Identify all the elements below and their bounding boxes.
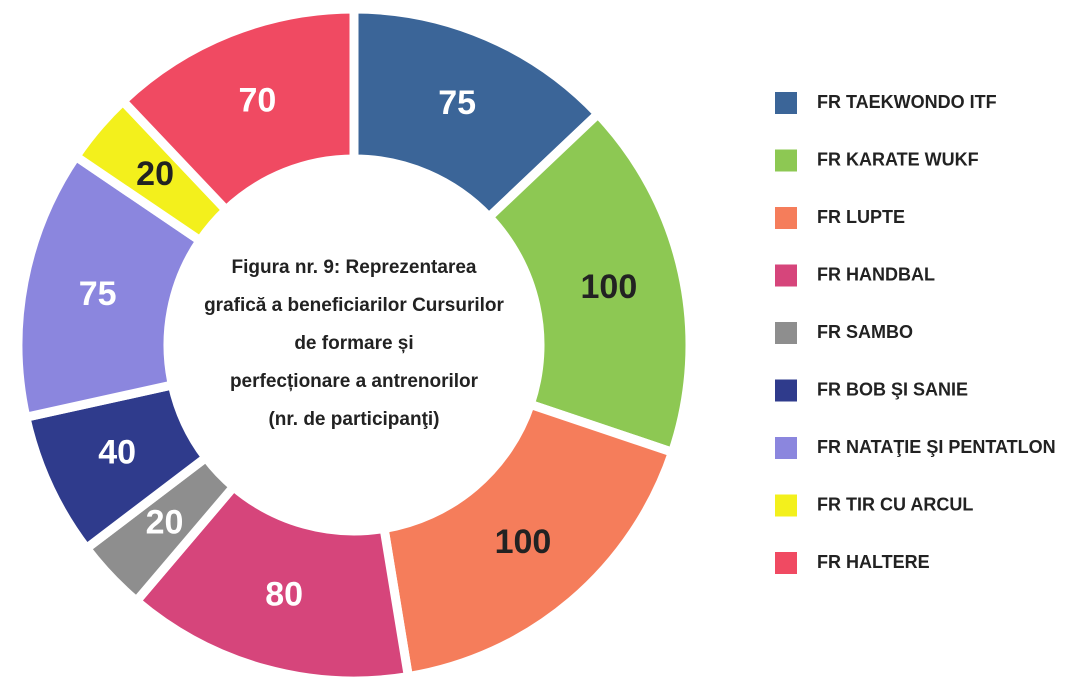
legend-swatch: [775, 322, 797, 344]
chart-title: Figura nr. 9: Reprezentarea: [232, 257, 477, 278]
legend-swatch: [775, 92, 797, 114]
data-label: 75: [438, 84, 476, 122]
data-label: 40: [98, 434, 136, 472]
chart-title: de formare și: [294, 333, 413, 354]
data-label: 100: [581, 268, 638, 306]
data-label: 100: [495, 523, 552, 561]
legend-swatch: [775, 494, 797, 517]
legend-label: FR SAMBO: [817, 322, 913, 342]
data-label: 80: [265, 575, 303, 613]
legend-label: FR HANDBAL: [817, 264, 935, 284]
data-label: 20: [146, 503, 184, 541]
legend-swatch: [775, 264, 797, 287]
chart-title: perfecționare a antrenorilor: [230, 371, 479, 392]
legend-swatch: [775, 149, 797, 172]
donut-slice: [130, 480, 414, 682]
legend-swatch: [775, 379, 797, 402]
legend-swatch: [775, 437, 797, 459]
data-label: 20: [136, 155, 174, 193]
legend-swatch: [775, 552, 797, 574]
legend-label: FR LUPTE: [817, 207, 905, 227]
legend-swatch: [775, 207, 797, 229]
donut-slice: [116, 4, 359, 217]
data-label: 75: [79, 275, 117, 313]
legend-label: FR BOB ŞI SANIE: [817, 379, 968, 399]
legend-label: FR KARATE WUKF: [817, 149, 979, 169]
donut-slice: [378, 398, 679, 682]
chart-title: grafică a beneficiarilor Cursurilor: [204, 295, 504, 316]
donut-slice: [482, 107, 695, 458]
chart-title: (nr. de participanţi): [268, 409, 439, 430]
legend-label: FR NATAŢIE ŞI PENTATLON: [817, 437, 1056, 457]
legend-label: FR TAEKWONDO ITF: [817, 92, 997, 112]
legend-label: FR HALTERE: [817, 552, 930, 572]
legend-label: FR TIR CU ARCUL: [817, 494, 973, 514]
data-label: 70: [238, 82, 276, 120]
